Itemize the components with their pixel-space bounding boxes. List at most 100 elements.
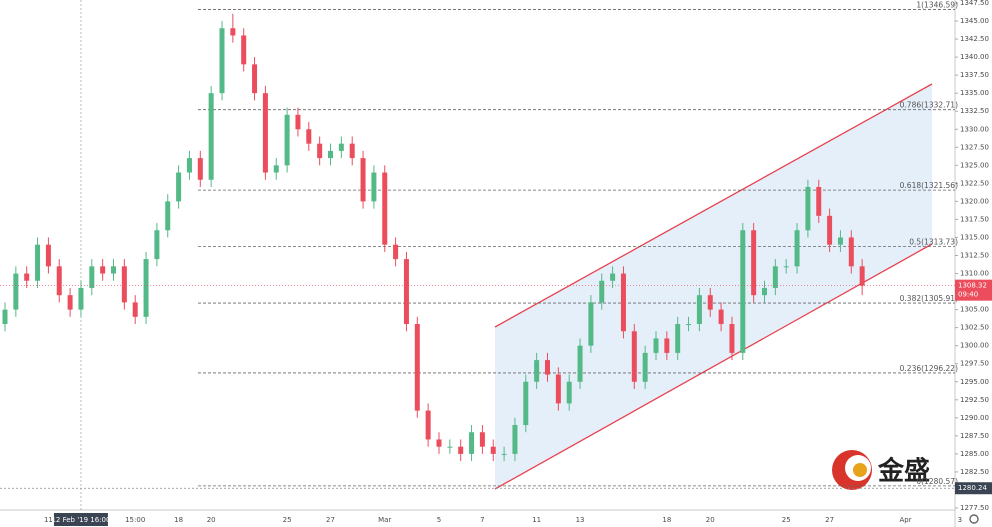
- candle-body: [805, 186, 811, 231]
- candle-body: [707, 295, 713, 310]
- gear[interactable]: [969, 514, 979, 524]
- fib-label: 0.5(1313.73): [909, 238, 958, 247]
- crosshair-time-box: [53, 513, 108, 526]
- y-tick-label: 1287.50: [960, 432, 989, 440]
- candle-body: [610, 273, 616, 281]
- candle-body: [620, 273, 626, 332]
- x-tick-label: 27: [326, 516, 335, 524]
- fib-label: 0.786(1332.71): [900, 101, 958, 110]
- candle-body: [469, 432, 475, 454]
- x-tick-label: 20: [207, 516, 216, 524]
- y-tick-label: 1312.50: [960, 252, 989, 260]
- y-tick-label: 1322.50: [960, 179, 989, 187]
- y-tick-label: 1310.00: [960, 270, 989, 278]
- y-tick-label: 1347.50: [960, 0, 989, 7]
- candle-body: [338, 143, 344, 151]
- x-tick-label: 27: [825, 516, 834, 524]
- candle-body: [143, 259, 149, 317]
- watermark-text: 金盛: [877, 456, 930, 487]
- candle-body: [642, 352, 648, 382]
- candle-body: [490, 446, 496, 454]
- candle-body: [414, 324, 420, 411]
- y-tick-label: 1315.00: [960, 233, 989, 241]
- x-tick-label: 20: [706, 516, 715, 524]
- candle-body: [45, 244, 51, 267]
- candle-body: [837, 237, 843, 245]
- candle-body: [132, 302, 138, 317]
- candle-body: [197, 158, 203, 180]
- candle-body: [24, 273, 30, 281]
- candle-body: [371, 172, 377, 202]
- candle-body: [176, 172, 182, 202]
- y-tick-label: 1332.50: [960, 107, 989, 115]
- candle-body: [35, 244, 41, 281]
- logo-dot: [853, 463, 867, 477]
- candle-body: [393, 244, 399, 260]
- x-tick-label: 12 Feb '19 16:00: [51, 516, 110, 524]
- candle-body: [588, 302, 594, 346]
- x-tick-label: 15:00: [125, 516, 145, 524]
- x-tick-label: 7: [480, 516, 484, 524]
- y-tick-label: 1337.50: [960, 71, 989, 79]
- candle-body: [382, 172, 388, 245]
- candle-body: [121, 266, 127, 303]
- y-tick-label: 1285.00: [960, 450, 989, 458]
- y-tick-label: 1320.00: [960, 197, 989, 205]
- x-tick-label: Mar: [378, 516, 391, 524]
- candle-body: [67, 295, 73, 310]
- y-tick-label: 1300.00: [960, 342, 989, 350]
- x-tick-label: 25: [283, 516, 292, 524]
- x-tick-label: 11: [532, 516, 541, 524]
- x-tick-label: Apr: [899, 516, 911, 524]
- countdown-label: 09:40: [958, 291, 978, 299]
- candle-body: [403, 259, 409, 325]
- y-tick-label: 1282.50: [960, 468, 989, 476]
- candle-body: [827, 215, 833, 245]
- x-tick-label: 5: [437, 516, 441, 524]
- candle-body: [501, 453, 507, 455]
- y-tick-label: 1342.50: [960, 35, 989, 43]
- y-tick-label: 1290.00: [960, 414, 989, 422]
- x-tick-label: 25: [782, 516, 791, 524]
- crosshair-price-box: [955, 482, 992, 495]
- candle-body: [631, 331, 637, 382]
- y-tick-label: 1335.00: [960, 89, 989, 97]
- candle-body: [219, 28, 225, 94]
- candle-body: [479, 432, 485, 447]
- candle-body: [317, 143, 323, 159]
- x-tick-label: 18: [174, 516, 183, 524]
- candle-body: [696, 295, 702, 325]
- candle-body: [111, 266, 116, 274]
- candle-body: [56, 266, 62, 296]
- candle-body: [349, 143, 355, 159]
- y-tick-label: 1302.50: [960, 324, 989, 332]
- candle-body: [751, 230, 757, 296]
- y-tick-label: 1295.00: [960, 378, 989, 386]
- channel-upper: [494, 83, 933, 328]
- candle-body: [295, 114, 301, 130]
- candle-body: [772, 266, 778, 288]
- candle-body: [783, 266, 789, 268]
- y-tick-label: 1340.00: [960, 53, 989, 61]
- crosshair-price-label: 1280.24: [958, 484, 987, 492]
- candle-body: [262, 93, 268, 173]
- candle-body: [2, 309, 8, 325]
- candle-body: [100, 266, 106, 274]
- candle-body: [653, 338, 659, 353]
- candle-body: [512, 425, 518, 454]
- channel-fill: [495, 84, 932, 489]
- candle-body: [154, 230, 160, 260]
- x-tick-label: 18: [662, 516, 671, 524]
- candle-body: [599, 280, 605, 303]
- candle-body: [360, 158, 366, 202]
- y-tick-label: 1317.50: [960, 215, 989, 223]
- candle-body: [306, 129, 312, 144]
- watermark-logo: 金盛: [832, 450, 930, 490]
- y-tick-label: 1297.50: [960, 360, 989, 368]
- channel-lower: [494, 243, 933, 490]
- settings-icon[interactable]: [969, 514, 979, 524]
- candle-body: [762, 287, 767, 296]
- candle-body: [848, 237, 854, 267]
- candle-body: [729, 324, 735, 353]
